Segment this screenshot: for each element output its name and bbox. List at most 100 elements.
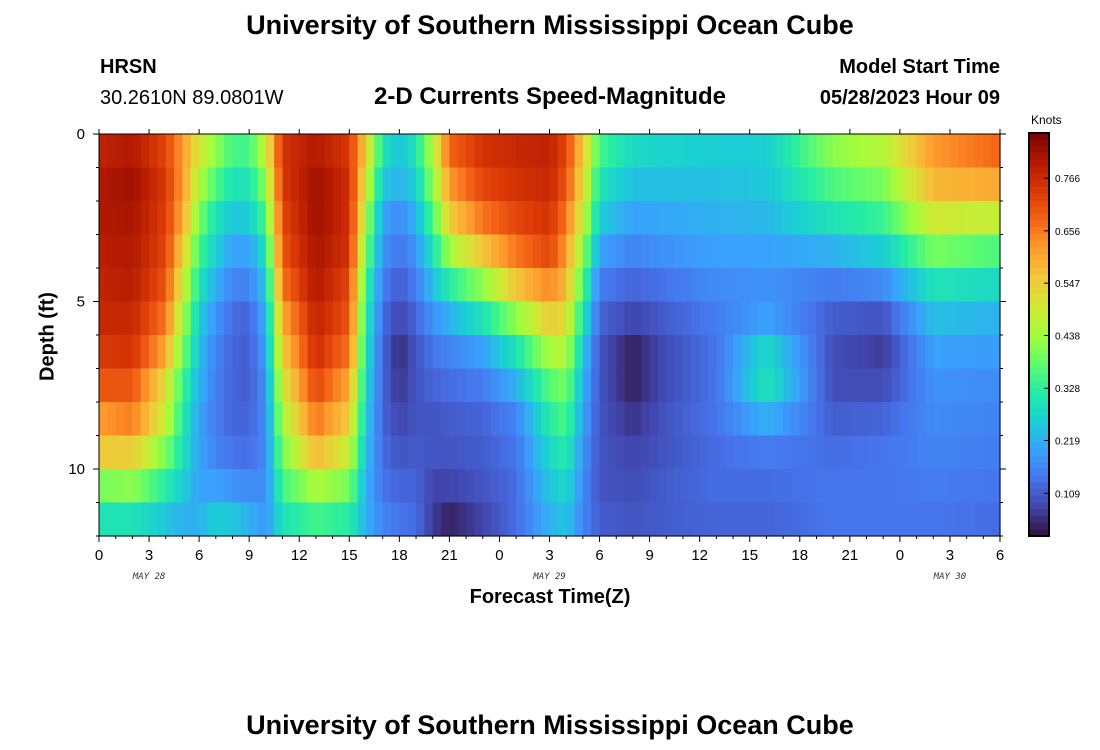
heatmap-cell — [174, 368, 184, 403]
heatmap-cell — [441, 335, 450, 370]
heatmap-cell — [282, 469, 292, 504]
heatmap-cell — [357, 368, 367, 403]
heatmap-cell — [482, 234, 492, 269]
heatmap-cell — [124, 435, 133, 470]
heatmap-cell — [666, 435, 676, 470]
heatmap-cell — [741, 301, 751, 336]
heatmap-cell — [157, 268, 167, 303]
heatmap-cell — [774, 134, 784, 169]
heatmap-cell — [924, 469, 934, 504]
heatmap-cell — [107, 335, 117, 370]
heatmap-cell — [315, 201, 325, 236]
heatmap-cell — [499, 502, 509, 537]
heatmap-cell — [432, 335, 442, 370]
heatmap-cell — [374, 167, 384, 202]
heatmap-cell — [699, 368, 709, 403]
heatmap-cell — [199, 201, 209, 236]
heatmap-cell — [432, 435, 442, 470]
heatmap-cell — [165, 167, 175, 202]
heatmap-cell — [733, 234, 742, 269]
heatmap-cell — [132, 301, 142, 336]
heatmap-cell — [374, 134, 384, 169]
heatmap-cell — [474, 201, 484, 236]
heatmap-cell — [549, 402, 559, 437]
heatmap-cell — [666, 402, 676, 437]
heatmap-cell — [599, 234, 609, 269]
heatmap-cell — [324, 335, 334, 370]
heatmap-cell — [382, 335, 392, 370]
heatmap-cell — [974, 201, 984, 236]
heatmap-cell — [390, 335, 400, 370]
heatmap-cell — [549, 167, 559, 202]
heatmap-cell — [449, 368, 459, 403]
heatmap-cell — [624, 201, 634, 236]
heatmap-cell — [149, 234, 158, 269]
heatmap-cell — [207, 402, 217, 437]
heatmap-cell — [107, 167, 117, 202]
heatmap-cell — [382, 201, 392, 236]
heatmap-cell — [866, 234, 876, 269]
heatmap-cell — [916, 502, 926, 537]
heatmap-cell — [599, 134, 609, 169]
heatmap-cell — [524, 201, 534, 236]
heatmap-cell — [399, 469, 409, 504]
heatmap-cell — [482, 301, 492, 336]
heatmap-cell — [874, 435, 884, 470]
heatmap-cell — [190, 402, 200, 437]
heatmap-cell — [933, 335, 943, 370]
heatmap-cell — [716, 134, 726, 169]
heatmap-cell — [324, 502, 334, 537]
heatmap-cell — [374, 234, 384, 269]
heatmap-cell — [124, 335, 133, 370]
heatmap-cell — [340, 134, 350, 169]
heatmap-cell — [758, 201, 767, 236]
heatmap-cell — [682, 234, 692, 269]
heatmap-cell — [99, 502, 108, 537]
heatmap-cell — [808, 368, 818, 403]
heatmap-cell — [199, 268, 209, 303]
heatmap-cell — [315, 134, 325, 169]
heatmap-cell — [799, 469, 809, 504]
heatmap-cell — [524, 234, 534, 269]
heatmap-cell — [632, 201, 642, 236]
heatmap-cell — [466, 402, 476, 437]
heatmap-cell — [708, 201, 717, 236]
heatmap-cell — [482, 435, 492, 470]
heatmap-cell — [624, 167, 634, 202]
heatmap-cell — [607, 268, 617, 303]
heatmap-cell — [974, 335, 984, 370]
colorbar-segment — [1029, 193, 1049, 201]
heatmap-cell — [941, 134, 951, 169]
heatmap-cell — [407, 502, 417, 537]
heatmap-cell — [299, 268, 309, 303]
heatmap-cell — [791, 234, 801, 269]
colorbar-segment — [1029, 253, 1049, 262]
heatmap-cell — [416, 368, 425, 403]
heatmap-cell — [199, 335, 209, 370]
heatmap-cell — [140, 368, 150, 403]
heatmap-cell — [958, 335, 968, 370]
heatmap-cell — [949, 335, 959, 370]
heatmap-cell — [582, 469, 592, 504]
heatmap-cell — [783, 402, 793, 437]
heatmap-cell — [641, 368, 651, 403]
heatmap-cell — [524, 301, 534, 336]
heatmap-cell — [332, 469, 342, 504]
heatmap-cell — [691, 402, 701, 437]
heatmap-cell — [174, 469, 184, 504]
heatmap-cell — [474, 134, 484, 169]
heatmap-cell — [858, 402, 868, 437]
heatmap-cell — [916, 301, 926, 336]
heatmap-cell — [541, 335, 551, 370]
heatmap-cell — [232, 134, 242, 169]
heatmap-cell — [541, 167, 551, 202]
heatmap-cell — [424, 502, 434, 537]
heatmap-cell — [741, 502, 751, 537]
heatmap-cell — [582, 268, 592, 303]
heatmap-cell — [983, 201, 993, 236]
heatmap-cell — [908, 134, 918, 169]
heatmap-cell — [682, 167, 692, 202]
heatmap-cell — [899, 368, 909, 403]
heatmap-cell — [507, 268, 517, 303]
x-tick-label: 15 — [741, 547, 758, 564]
